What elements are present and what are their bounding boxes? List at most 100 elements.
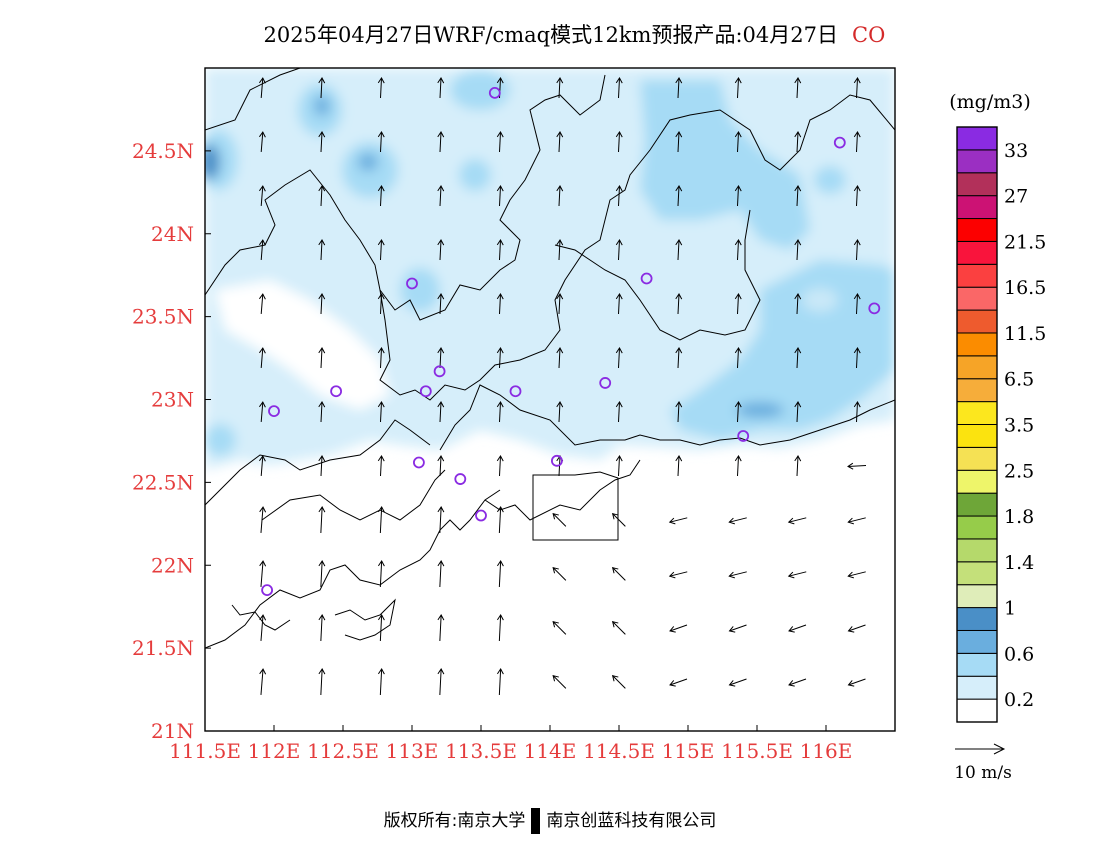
- wind-arrow: [734, 455, 742, 477]
- lat-tick-label: 23.5N: [132, 305, 194, 329]
- pollutant-name: CO: [852, 23, 885, 47]
- wind-arrow: [853, 77, 861, 99]
- wind-arrow: [556, 185, 564, 207]
- wind-arrow: [734, 185, 742, 207]
- colorbar-bin: [956, 492, 998, 517]
- wind-arrow: [377, 668, 385, 696]
- wind-arrow: [734, 77, 742, 99]
- wind-arrow: [318, 77, 326, 99]
- wind-arrow: [377, 347, 385, 369]
- wind-arrow: [787, 571, 807, 579]
- wind-arrow: [853, 347, 861, 369]
- wind-arrow: [318, 506, 326, 534]
- wind-arrow: [615, 131, 623, 153]
- wind-arrow: [377, 560, 385, 588]
- station-marker: [433, 365, 446, 378]
- copyright-left: 版权所有:南京大学: [383, 811, 526, 831]
- wind-arrow: [615, 401, 623, 423]
- wind-arrow: [437, 293, 445, 315]
- station-marker: [868, 302, 881, 315]
- colorbar-bin: [956, 424, 998, 448]
- station-marker: [640, 272, 653, 285]
- station-marker: [599, 377, 612, 389]
- lon-tick-label: 112E: [248, 739, 301, 763]
- wind-arrow: [552, 566, 567, 581]
- wind-arrow: [259, 293, 266, 315]
- wind-arrow: [615, 239, 623, 261]
- colorbar-frame: [956, 126, 998, 723]
- wind-arrow: [318, 185, 326, 207]
- wind-arrow: [552, 674, 567, 689]
- station-marker: [406, 277, 418, 290]
- wind-arrow: [318, 560, 326, 588]
- colorbar-bins: [956, 126, 998, 723]
- wind-arrow: [794, 401, 802, 423]
- latitude-axis: 21N 21.5N 22N 22.5N 23N 23.5N 24N 24.5N: [132, 139, 211, 743]
- colorbar-tick-label: 33: [1004, 140, 1028, 162]
- station-marker: [412, 456, 425, 469]
- wind-arrow: [377, 77, 385, 99]
- colorbar-tick-label: 1.4: [1004, 552, 1034, 574]
- wind-arrow: [853, 239, 861, 261]
- colorbar-bin: [956, 172, 998, 197]
- wind-arrow: [675, 131, 683, 153]
- wind-arrow: [675, 455, 683, 477]
- wind-arrow: [259, 131, 266, 153]
- wind-arrow: [377, 401, 385, 423]
- lat-tick-label: 24.5N: [132, 139, 194, 163]
- wind-arrow: [788, 678, 807, 687]
- station-marker: [268, 405, 280, 418]
- copyright-footer: 版权所有:南京大学 南京创蓝科技有限公司: [0, 806, 1100, 834]
- colorbar-bin: [956, 652, 998, 677]
- footer-separator: [531, 808, 541, 834]
- wind-arrow: [552, 620, 567, 635]
- station-marker: [475, 509, 487, 522]
- wind-arrow: [496, 401, 504, 423]
- wind-arrow: [437, 131, 445, 153]
- wind-arrow: [615, 185, 623, 207]
- colorbar-tick-label: 1: [1004, 598, 1016, 620]
- colorbar-bin: [956, 332, 998, 357]
- colorbar-bin: [956, 309, 998, 334]
- lon-tick-label: 112.5E: [307, 739, 379, 763]
- wind-arrow: [669, 624, 688, 633]
- lat-tick-label: 24N: [151, 222, 194, 246]
- station-marker: [509, 385, 522, 398]
- lat-tick-label: 21N: [151, 719, 194, 743]
- wind-arrow: [318, 455, 326, 477]
- colorbar-tick-label: 2.5: [1004, 460, 1034, 482]
- wind-arrow: [847, 571, 866, 579]
- station-marker: [330, 385, 343, 398]
- wind-arrow: [734, 131, 742, 153]
- wind-arrow: [728, 624, 747, 633]
- wind-arrow: [788, 624, 807, 633]
- colorbar-unit: (mg/m3): [949, 91, 1031, 113]
- wind-arrow: [377, 455, 385, 477]
- colorbar-tick-label: 21.5: [1004, 231, 1046, 253]
- colorbar-bin: [956, 378, 998, 403]
- wind-arrow: [794, 77, 802, 99]
- wind-vector-field: [259, 77, 867, 696]
- colorbar-bin: [956, 561, 998, 586]
- wind-arrow: [556, 401, 564, 423]
- lon-tick-label: 114E: [524, 739, 577, 763]
- wind-arrow: [794, 239, 802, 261]
- colorbar-tick-label: 0.6: [1004, 643, 1034, 665]
- wind-arrow: [734, 293, 742, 315]
- wind-arrow: [669, 678, 688, 687]
- wind-arrow: [611, 566, 626, 581]
- colorbar-tick-label: 0.2: [1004, 689, 1034, 711]
- wind-arrow: [259, 401, 266, 423]
- wind-arrow: [377, 185, 385, 207]
- colorbar-labels: 0.2 0.6 1 1.4 1.8 2.5 3.5 6.5 11.5 16.5 21.5 27 33: [1004, 140, 1046, 711]
- wind-arrow: [437, 506, 445, 534]
- colorbar-bin: [956, 149, 998, 174]
- wind-arrow: [377, 131, 385, 153]
- wind-arrow: [437, 347, 445, 369]
- wind-arrow: [437, 668, 445, 696]
- colorbar-bin: [956, 469, 998, 494]
- wind-arrow: [853, 185, 861, 207]
- lon-tick-label: 111.5E: [169, 739, 241, 763]
- wind-arrow: [668, 571, 688, 579]
- wind-arrow: [496, 455, 504, 477]
